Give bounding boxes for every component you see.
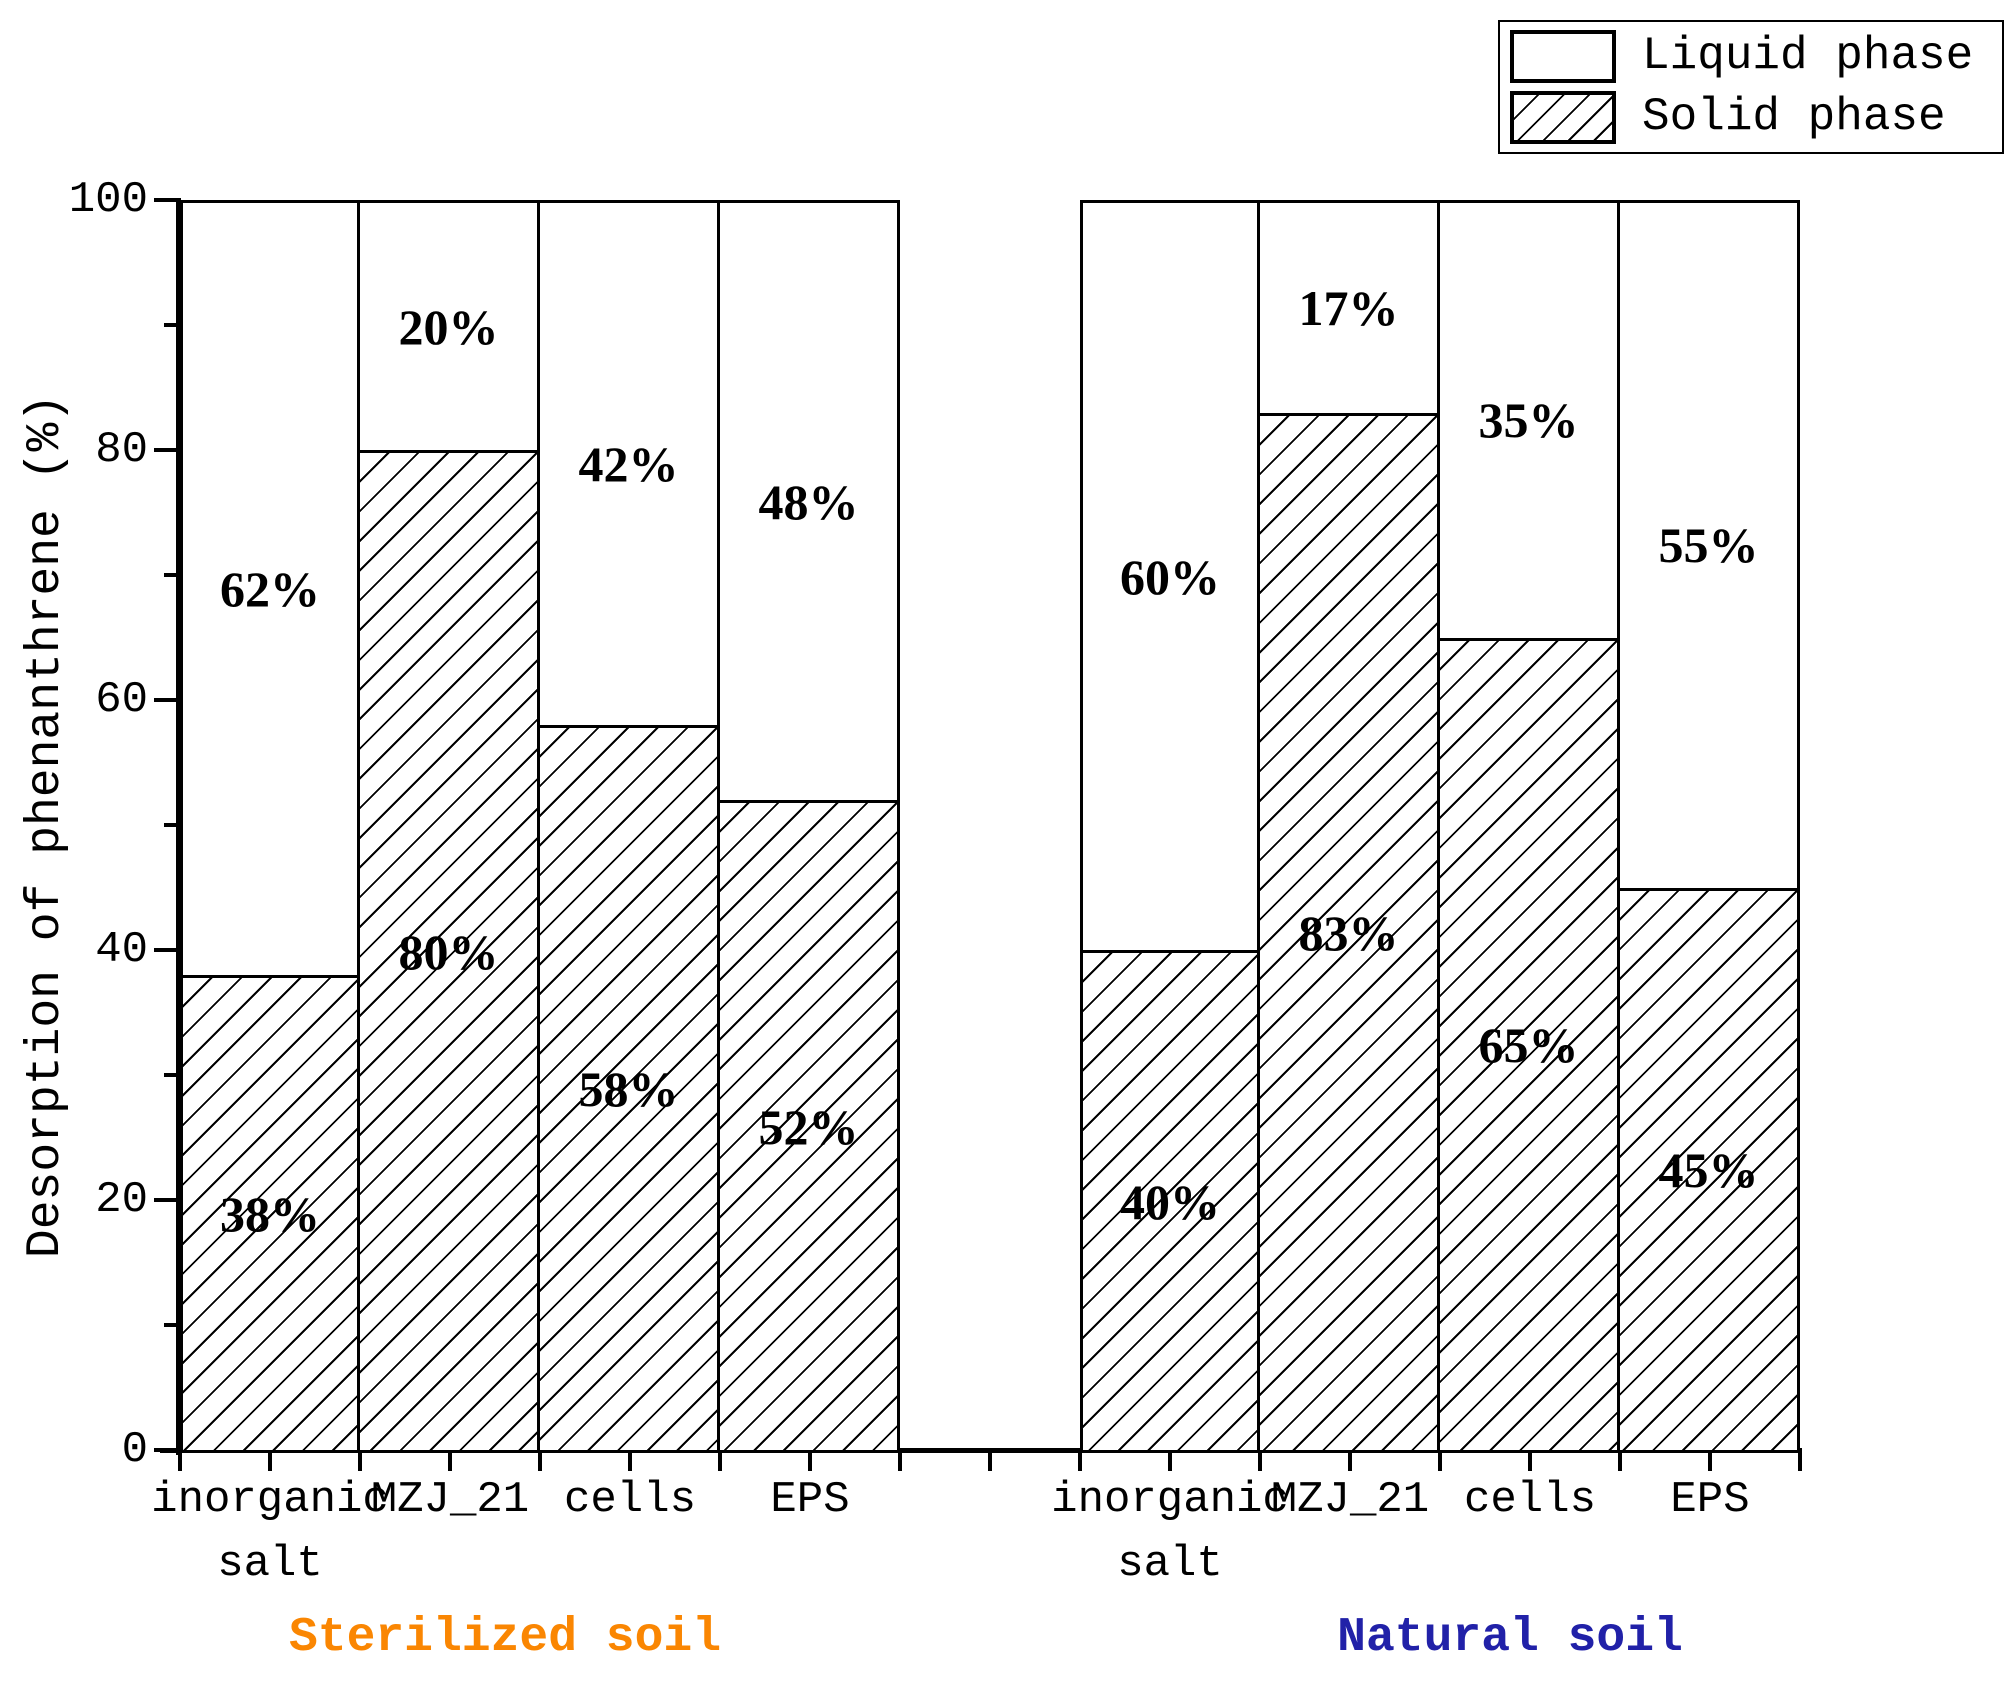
bar-liquid-segment: 62% — [183, 203, 357, 975]
bar-solid-segment: 65% — [1440, 637, 1617, 1450]
solid-percent-label: 45% — [1658, 1142, 1759, 1199]
liquid-percent-label: 17% — [1298, 279, 1399, 336]
legend-swatch-liquid — [1510, 29, 1616, 83]
solid-percent-label: 52% — [758, 1098, 859, 1155]
y-tick-label: 60 — [95, 675, 148, 725]
x-tick — [898, 1453, 902, 1471]
x-tick — [1528, 1453, 1532, 1471]
x-category-label: cells — [1463, 1475, 1597, 1525]
y-tick-label: 20 — [95, 1175, 148, 1225]
x-category-label: EPS — [770, 1475, 850, 1525]
group-title-natural-soil: Natural soil — [1337, 1611, 1683, 1665]
y-tick-major — [154, 1448, 176, 1452]
y-tick-major — [154, 448, 176, 452]
y-tick-label: 100 — [68, 175, 148, 225]
liquid-percent-label: 42% — [578, 436, 679, 492]
y-tick-label: 80 — [95, 425, 148, 475]
y-tick-major — [154, 198, 176, 202]
bar-liquid-segment: 20% — [360, 203, 537, 450]
x-tick — [1798, 1453, 1802, 1471]
x-tick — [1168, 1453, 1172, 1471]
group-title-sterilized-soil: Sterilized soil — [288, 1611, 722, 1665]
y-tick-minor — [164, 573, 176, 577]
x-category-label: cells — [563, 1475, 697, 1525]
liquid-percent-label: 60% — [1120, 548, 1220, 605]
x-tick — [808, 1453, 812, 1471]
y-tick-major — [154, 948, 176, 952]
y-tick-minor — [164, 1073, 176, 1077]
solid-percent-label: 40% — [1120, 1173, 1220, 1230]
x-tick — [988, 1453, 992, 1471]
x-tick — [178, 1453, 182, 1471]
x-tick — [1348, 1453, 1352, 1471]
x-category-label: inorganic salt — [1051, 1475, 1289, 1589]
liquid-percent-label: 55% — [1658, 517, 1759, 574]
bar-solid-segment: 45% — [1620, 887, 1797, 1450]
y-tick-minor — [164, 323, 176, 327]
y-tick-minor — [164, 1323, 176, 1327]
bar-solid-segment: 38% — [183, 975, 357, 1450]
bar-EPS: 48% 52% — [720, 200, 900, 1450]
liquid-percent-label: 35% — [1478, 392, 1579, 449]
bar-liquid-segment: 17% — [1260, 203, 1437, 413]
x-tick — [1708, 1453, 1712, 1471]
x-tick — [1258, 1453, 1262, 1471]
solid-percent-label: 58% — [578, 1061, 679, 1117]
legend-label-liquid: Liquid phase — [1642, 29, 1974, 82]
liquid-percent-label: 48% — [758, 473, 859, 530]
x-tick — [538, 1453, 542, 1471]
bar-inorganic-salt: 60% 40% — [1080, 200, 1260, 1450]
bar-cells: 42% 58% — [540, 200, 720, 1450]
bar-liquid-segment: 42% — [540, 203, 717, 725]
x-tick — [628, 1453, 632, 1471]
x-tick — [718, 1453, 722, 1471]
x-category-label: inorganic salt — [151, 1475, 389, 1589]
liquid-percent-label: 20% — [398, 298, 499, 355]
bar-MZJ_21: 17% 83% — [1260, 200, 1440, 1450]
x-tick — [358, 1453, 362, 1471]
bar-solid-segment: 58% — [540, 725, 717, 1450]
bar-liquid-segment: 35% — [1440, 203, 1617, 638]
bar-solid-segment: 52% — [720, 800, 897, 1450]
y-axis-line — [176, 198, 181, 1455]
x-category-label: MZJ_21 — [1270, 1475, 1430, 1525]
x-axis-line — [160, 1448, 1802, 1453]
y-tick-major — [154, 698, 176, 702]
y-axis-title: Desorption of phenanthrene (%) — [19, 393, 73, 1259]
x-tick — [1618, 1453, 1622, 1471]
solid-percent-label: 83% — [1298, 904, 1399, 961]
bar-solid-segment: 40% — [1083, 950, 1257, 1450]
x-category-label: MZJ_21 — [370, 1475, 530, 1525]
bar-cells: 35% 65% — [1440, 200, 1620, 1450]
x-tick — [268, 1453, 272, 1471]
bar-EPS: 55% 45% — [1620, 200, 1800, 1450]
bar-liquid-segment: 55% — [1620, 203, 1797, 888]
solid-percent-label: 80% — [398, 923, 499, 980]
y-tick-label: 0 — [121, 1425, 148, 1475]
bar-solid-segment: 83% — [1260, 412, 1437, 1450]
bar-inorganic-salt: 62% 38% — [180, 200, 360, 1450]
legend-entry-liquid: Liquid phase — [1510, 29, 2002, 84]
x-tick — [1438, 1453, 1442, 1471]
bar-liquid-segment: 48% — [720, 203, 897, 800]
x-category-label: EPS — [1670, 1475, 1750, 1525]
y-tick-minor — [164, 823, 176, 827]
bar-solid-segment: 80% — [360, 450, 537, 1450]
bar-MZJ_21: 20% 80% — [360, 200, 540, 1450]
legend-entry-solid: Solid phase — [1510, 90, 2002, 145]
solid-percent-label: 65% — [1478, 1017, 1579, 1074]
y-tick-label: 40 — [95, 925, 148, 975]
solid-percent-label: 38% — [220, 1186, 320, 1242]
legend: Liquid phase Solid phase — [1498, 20, 2004, 154]
bar-liquid-segment: 60% — [1083, 203, 1257, 950]
liquid-percent-label: 62% — [220, 561, 320, 617]
x-tick — [1078, 1453, 1082, 1471]
y-tick-major — [154, 1198, 176, 1202]
x-tick — [448, 1453, 452, 1471]
legend-swatch-solid — [1510, 91, 1616, 145]
legend-label-solid: Solid phase — [1642, 91, 1946, 144]
